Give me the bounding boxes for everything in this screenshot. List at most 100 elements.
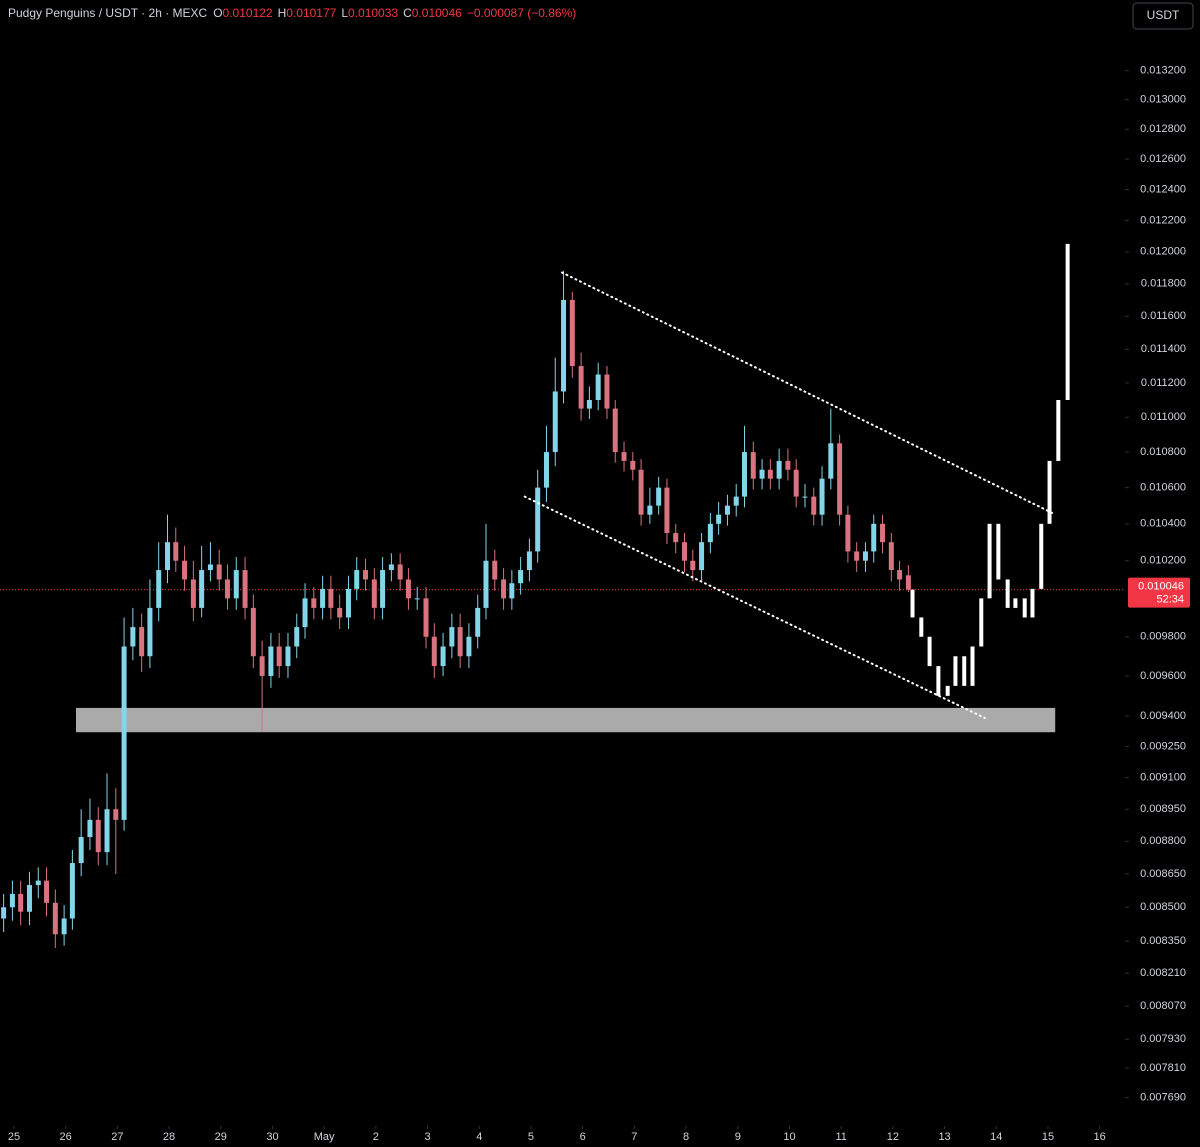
candle-body xyxy=(224,579,230,599)
candle-body xyxy=(759,469,765,479)
candle-body xyxy=(294,627,300,647)
candle-body xyxy=(905,575,911,590)
y-tick-label: 0.012600 xyxy=(1140,153,1186,165)
candle-body xyxy=(578,366,584,409)
candle-body xyxy=(156,570,162,608)
projection-bar xyxy=(927,636,932,667)
y-tick-label: 0.008070 xyxy=(1140,1000,1186,1012)
candle-body xyxy=(871,523,877,552)
candle-body xyxy=(302,598,308,628)
candle-body xyxy=(440,646,446,667)
candle-body xyxy=(793,469,799,497)
y-tick-label: 0.007690 xyxy=(1140,1092,1186,1104)
candle-body xyxy=(638,469,644,515)
candle-body xyxy=(285,646,291,667)
candle-body xyxy=(828,443,834,479)
candle-body xyxy=(750,452,756,479)
candle-body xyxy=(250,607,256,657)
y-tick-label: 0.010800 xyxy=(1140,446,1186,458)
candle-body xyxy=(130,627,136,647)
candle-body xyxy=(612,408,618,453)
candle-body xyxy=(268,646,274,676)
candle-body xyxy=(630,460,636,470)
candle-body xyxy=(449,627,455,647)
projection-bar xyxy=(1047,460,1052,524)
candle-body xyxy=(380,570,386,608)
y-tick-label: 0.010600 xyxy=(1140,482,1186,494)
projection-bar xyxy=(1056,400,1061,461)
candle-body xyxy=(526,551,532,571)
projection-bar xyxy=(1022,598,1027,618)
chart-title: Pudgy Penguins / USDT · 2h · MEXC xyxy=(8,6,208,20)
candle-body xyxy=(561,299,567,392)
candle-body xyxy=(1,907,7,919)
x-tick-label: 11 xyxy=(835,1131,846,1143)
y-tick-label: 0.009600 xyxy=(1140,670,1186,682)
x-tick-label: 9 xyxy=(735,1131,741,1143)
candle-body xyxy=(569,299,575,367)
candle-body xyxy=(397,564,403,580)
candle-body xyxy=(69,863,75,919)
candle-body xyxy=(35,880,41,886)
ohlc-label: L xyxy=(341,6,348,20)
candle-body xyxy=(139,627,145,657)
candle-body xyxy=(363,570,369,580)
y-tick-label: 0.009800 xyxy=(1140,631,1186,643)
candle-body xyxy=(423,598,429,637)
trendline xyxy=(560,271,1054,514)
x-tick-label: 14 xyxy=(990,1131,1002,1143)
candle-body xyxy=(216,564,222,580)
ohlc-label: O xyxy=(213,6,222,20)
x-tick-label: 12 xyxy=(887,1131,899,1143)
candle-body xyxy=(182,560,188,580)
candle-body xyxy=(819,478,825,515)
candle-body xyxy=(888,542,894,571)
candle-body xyxy=(95,819,101,853)
y-tick-label: 0.013000 xyxy=(1140,94,1186,106)
candle-body xyxy=(741,452,747,497)
header: Pudgy Penguins / USDT · 2h · MEXC O0.0101… xyxy=(8,6,576,20)
candle-body xyxy=(767,469,773,479)
candle-body xyxy=(673,532,679,543)
candle-body xyxy=(457,627,463,657)
candle-body xyxy=(664,487,670,533)
x-tick-label: 6 xyxy=(580,1131,586,1143)
candle-body xyxy=(647,505,653,515)
projection-bar xyxy=(953,656,958,686)
y-tick-label: 0.009100 xyxy=(1140,772,1186,784)
currency-button[interactable] xyxy=(1132,2,1194,30)
x-tick-label: 2 xyxy=(373,1131,379,1143)
projection-bar xyxy=(910,589,915,618)
y-tick-label: 0.011400 xyxy=(1141,343,1186,355)
candle-body xyxy=(724,505,730,515)
projection-bar xyxy=(1039,523,1044,589)
candle-body xyxy=(147,607,153,657)
ohlc-value: 0.010122 xyxy=(223,6,273,20)
candle-body xyxy=(345,588,351,618)
y-tick-label: 0.012000 xyxy=(1140,246,1186,258)
candle-body xyxy=(776,460,782,479)
x-tick-label: 4 xyxy=(476,1131,482,1143)
x-tick-label: 5 xyxy=(528,1131,534,1143)
projection-bar xyxy=(1030,588,1035,618)
currency-label[interactable]: USDT xyxy=(1147,8,1180,22)
candle-body xyxy=(371,579,377,608)
candle-body xyxy=(328,588,334,608)
projection-bar xyxy=(919,617,924,637)
candle-body xyxy=(785,460,791,470)
candle-body xyxy=(259,656,265,676)
candle-body xyxy=(311,598,317,608)
x-tick-label: 26 xyxy=(60,1131,72,1143)
candle-body xyxy=(165,542,171,571)
candle-body xyxy=(104,809,110,853)
candle-body xyxy=(320,588,326,608)
ohlc-value: 0.010046 xyxy=(412,6,462,20)
candle-body xyxy=(845,514,851,552)
ohlc-label: H xyxy=(278,6,287,20)
candle-body xyxy=(276,646,282,667)
x-tick-label: 29 xyxy=(215,1131,227,1143)
y-tick-label: 0.009250 xyxy=(1140,740,1186,752)
y-tick-label: 0.011600 xyxy=(1141,310,1186,322)
candle-body xyxy=(78,837,84,864)
